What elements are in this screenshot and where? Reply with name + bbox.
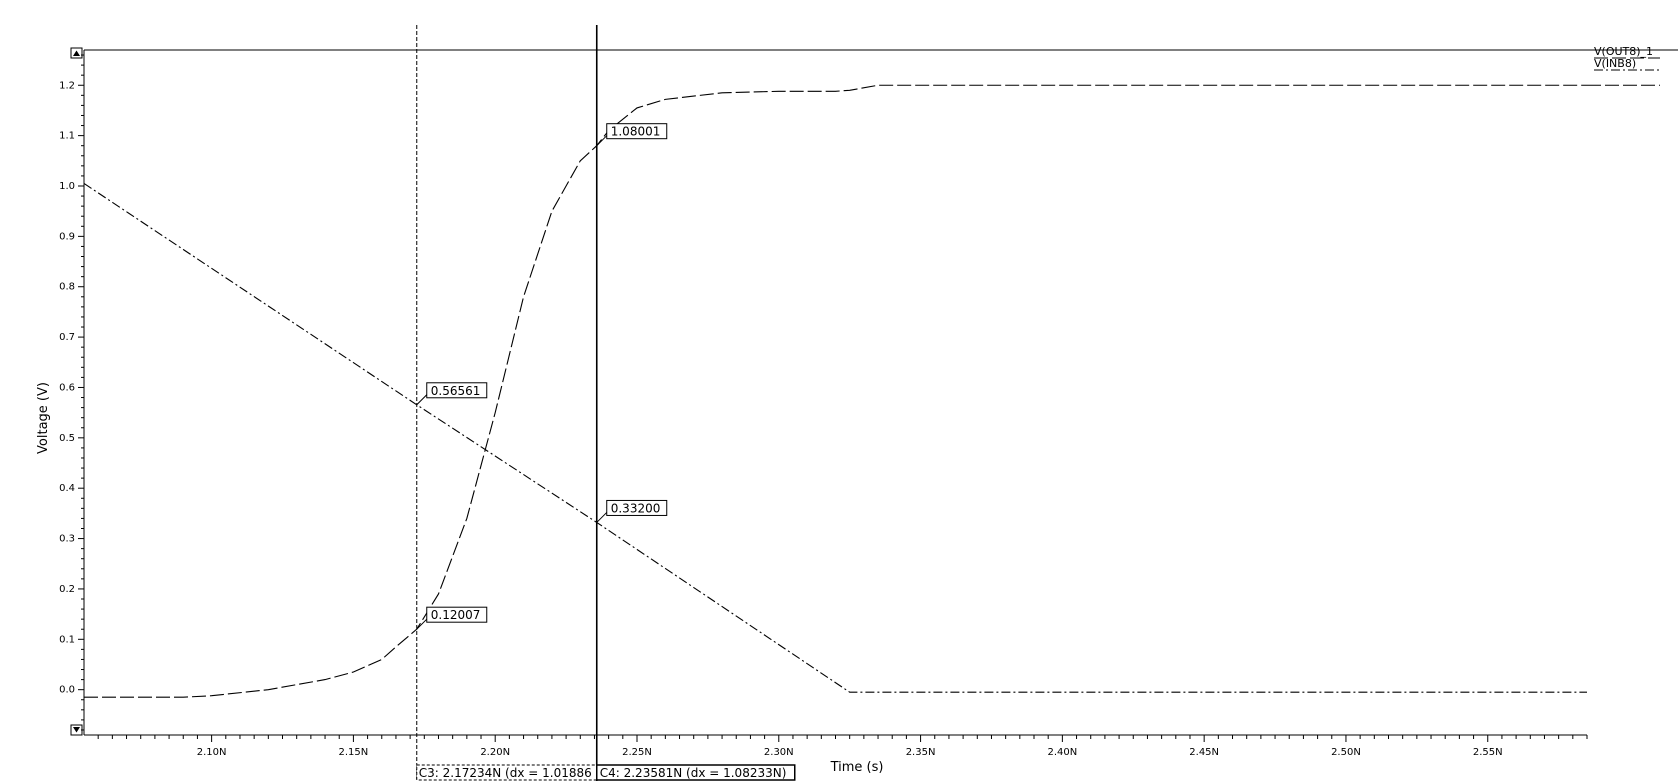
marker-box xyxy=(426,382,488,399)
axes-layer: 0.0 0.1 0.2 0.3 0.4 0.5 0.6 0.7 0.8 0.9 1.0 1.1 1.2 2… xyxy=(59,47,1678,758)
series-line-1 xyxy=(84,84,1587,698)
marker-value: 0.56561 xyxy=(431,384,481,398)
marker-value: 0.12007 xyxy=(431,608,481,622)
y-tick-label: 1.2 xyxy=(59,80,75,91)
marker-leader xyxy=(596,135,608,147)
x-axis-title: Time (s) xyxy=(830,760,884,775)
y-tick-label: 0.7 xyxy=(59,332,75,343)
scroll-down-icon xyxy=(73,727,80,733)
y-tick-label: 0.2 xyxy=(59,584,75,595)
x-tick-label: 2.30N xyxy=(764,747,794,758)
x-tick-label: 2.55N xyxy=(1473,747,1503,758)
y-tick-label: 0.3 xyxy=(59,534,75,545)
x-tick-label: 2.15N xyxy=(339,747,369,758)
y-tick-label: 1.1 xyxy=(59,131,75,142)
marker-box xyxy=(426,606,488,623)
marker-value: 1.08001 xyxy=(611,125,661,139)
x-tick-label: 2.25N xyxy=(622,747,652,758)
marker-leader xyxy=(416,394,428,406)
y-tick-label: 1.0 xyxy=(59,181,75,192)
x-tick-label: 2.40N xyxy=(1047,747,1077,758)
marker-value: 0.33200 xyxy=(611,501,661,515)
cursor-c4-readout-box[interactable] xyxy=(595,764,796,781)
marker-leader xyxy=(416,618,428,630)
legend: V(OUT8)_1V(INB8) xyxy=(1587,45,1660,86)
y-tick-label: 0.9 xyxy=(59,231,75,242)
x-tick-label: 2.35N xyxy=(906,747,936,758)
marker-box xyxy=(606,499,668,516)
cursor-c4-readout: C4: 2.23581N (dx = 1.08233N) xyxy=(600,766,787,780)
y-tick-label: 0.0 xyxy=(59,685,75,696)
marker-box xyxy=(606,123,668,140)
legend-entry-label: V(OUT8)_1 xyxy=(1594,45,1653,58)
y-axis-title: Voltage (V) xyxy=(36,382,51,454)
cursor-c3-readout: C3: 2.17234N (dx = 1.01886 xyxy=(419,766,592,780)
legend-entry-label: V(INB8) xyxy=(1594,57,1636,70)
x-tick-label: 2.10N xyxy=(197,747,227,758)
y-tick-label: 0.8 xyxy=(59,282,75,293)
x-tick-label: 2.45N xyxy=(1189,747,1219,758)
x-tick-label: 2.50N xyxy=(1331,747,1361,758)
y-tick-label: 0.6 xyxy=(59,382,75,393)
scroll-up-icon xyxy=(73,50,80,56)
y-tick-label: 0.1 xyxy=(59,634,75,645)
cursor-layer[interactable]: 0.56561 0.12007 1.08001 0.33200 C3: 2.17234N… xyxy=(416,25,796,781)
y-tick-label: 0.5 xyxy=(59,433,75,444)
y-tick-label: 0.4 xyxy=(59,483,75,494)
x-tick-label: 2.20N xyxy=(480,747,510,758)
marker-leader xyxy=(596,512,608,523)
